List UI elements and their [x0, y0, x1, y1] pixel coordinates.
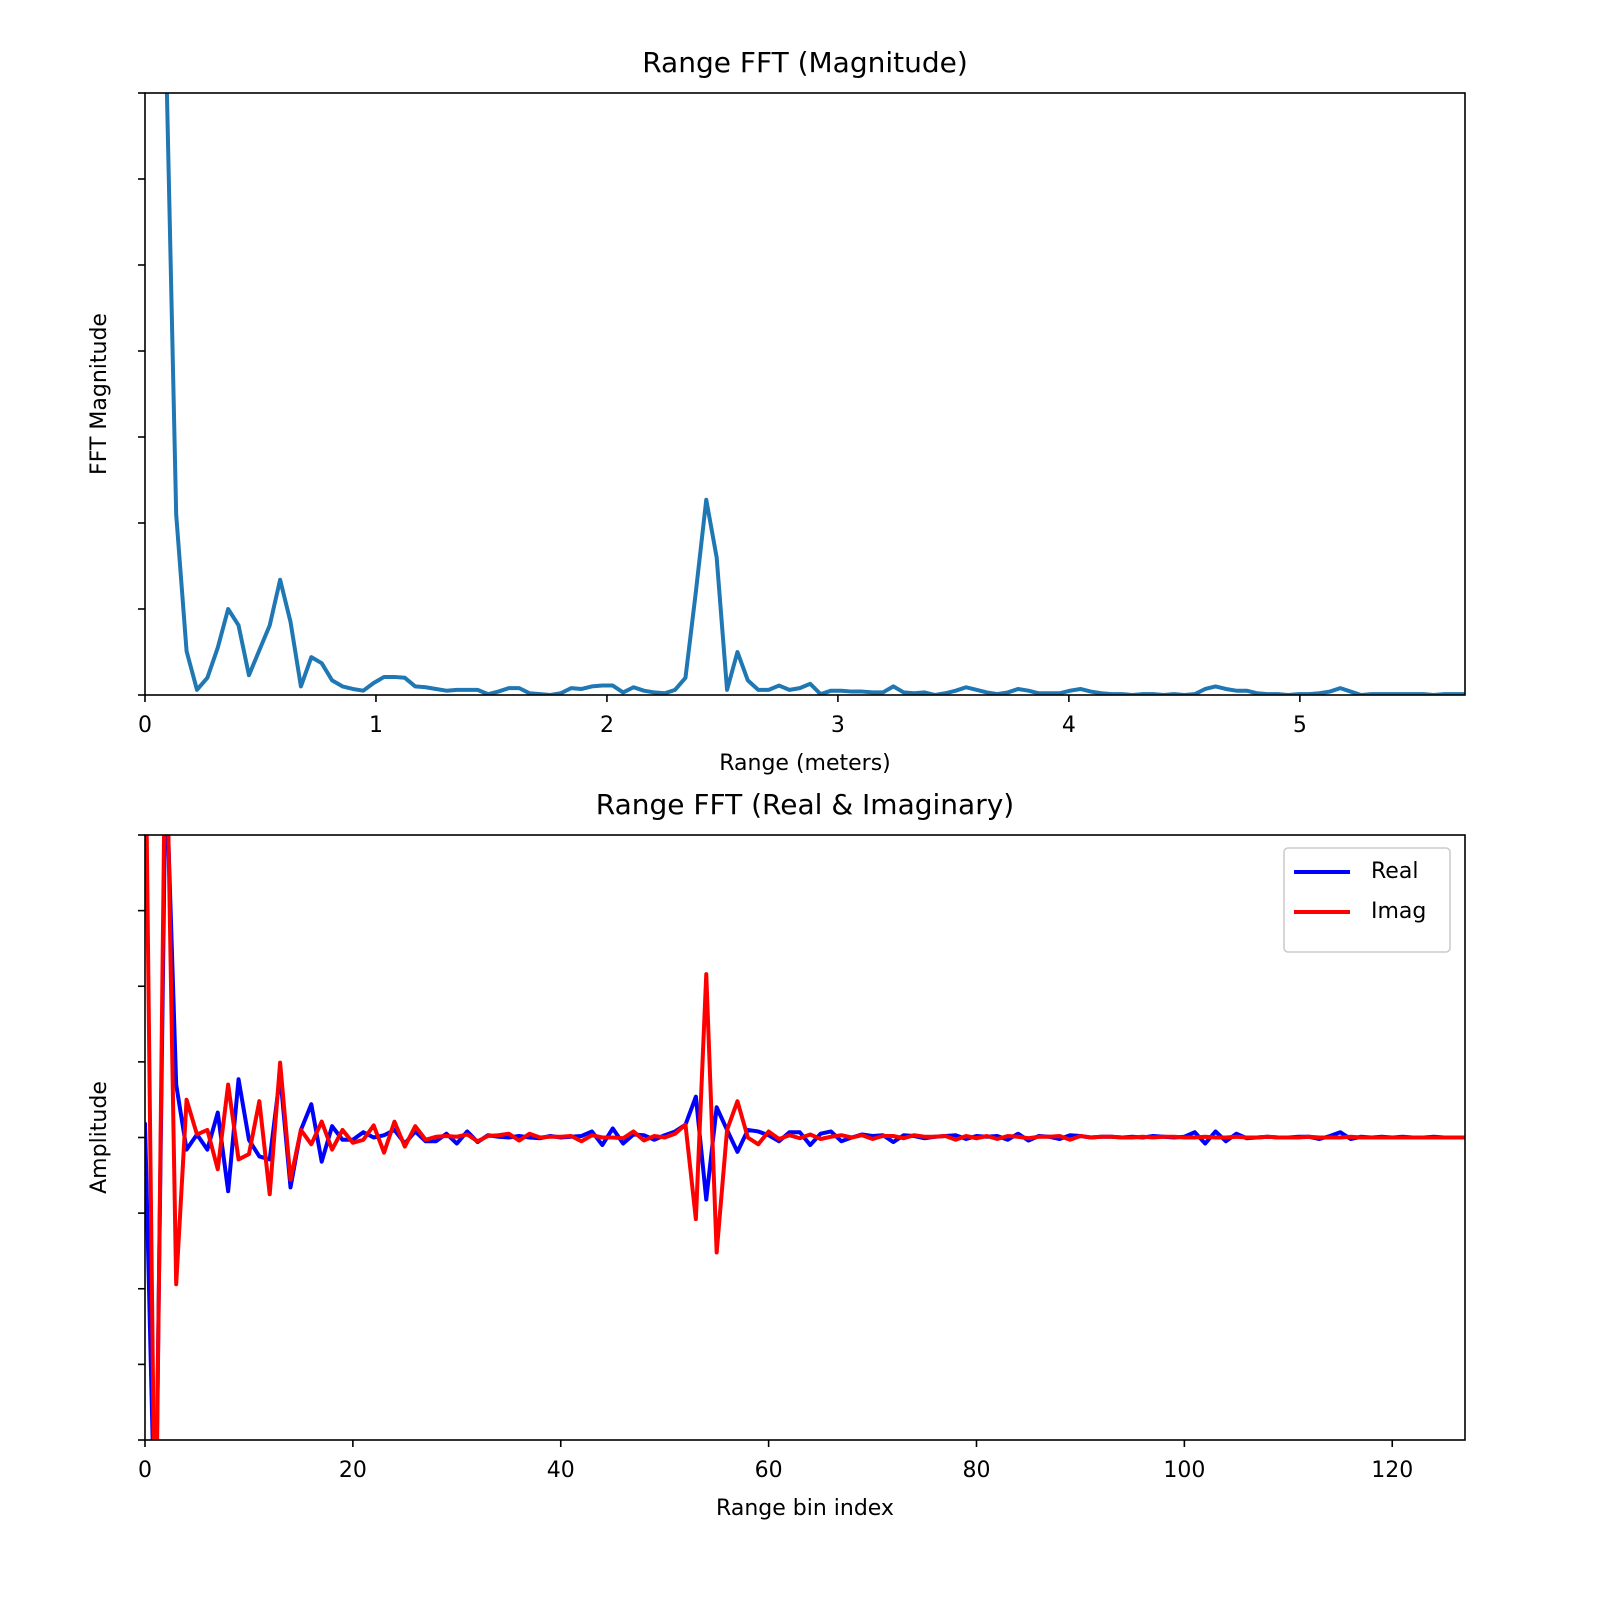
y-axis-label: FFT Magnitude [87, 313, 112, 475]
x-tick-label: 5 [1293, 713, 1307, 738]
legend: Real Imag [1283, 847, 1451, 953]
y-axis-label: Amplitude [87, 1081, 112, 1194]
x-axis-label: Range (meters) [719, 751, 891, 776]
subplot: Range FFT (Magnitude) Range (meters) FFT M… [87, 46, 1466, 776]
x-tick-label: 20 [339, 1458, 367, 1483]
x-tick-label: 80 [962, 1458, 990, 1483]
chart-title: Range FFT (Real & Imaginary) [596, 788, 1014, 821]
data-line [164, 93, 1465, 695]
x-tick-label: 40 [547, 1458, 575, 1483]
legend-label: Imag [1371, 899, 1426, 924]
x-tick-label: 1 [369, 713, 383, 738]
x-tick-label: 0 [138, 713, 152, 738]
plot-frame [144, 834, 1466, 1441]
x-tick-label: 0 [138, 1458, 152, 1483]
plot-frame [144, 92, 1466, 696]
subplot: Range FFT (Real & Imaginary) Range bin in… [87, 788, 1466, 1521]
x-tick-label: 60 [755, 1458, 783, 1483]
x-tick-label: 100 [1163, 1458, 1205, 1483]
x-tick-label: 3 [831, 713, 845, 738]
x-tick-label: 2 [600, 713, 614, 738]
series-line [145, 835, 1465, 1440]
x-tick-label: 4 [1062, 713, 1076, 738]
legend-label: Real [1371, 859, 1418, 884]
x-tick-label: 120 [1371, 1458, 1413, 1483]
chart-title: Range FFT (Magnitude) [642, 46, 968, 79]
x-axis-label: Range bin index [716, 1496, 894, 1521]
